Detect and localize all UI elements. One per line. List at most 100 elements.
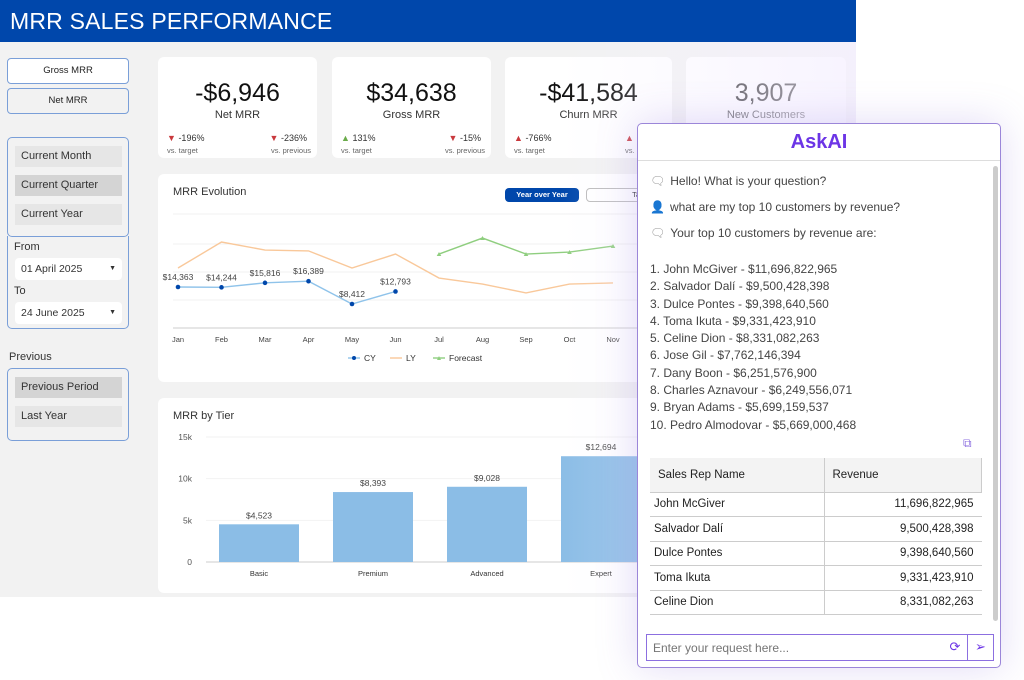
message-text: what are my top 10 customers by revenue? (669, 200, 901, 214)
kpi-net-mrr: -$6,946 Net MRR ▼ -196% vs. target ▼ -23… (158, 57, 317, 158)
x-tick-label: Oct (564, 335, 577, 344)
customer-list-item: 2. Salvador Dalí - $9,500,428,398 (650, 279, 830, 294)
x-tick-label: Premium (358, 569, 388, 578)
previous-group: Previous Period Last Year (7, 368, 129, 441)
series-line-forecast (438, 237, 614, 255)
kpi-name: New Customers (726, 109, 806, 121)
triangle-down-icon: ▼ (167, 133, 176, 143)
bar (333, 492, 413, 562)
revenue-cell: 9,331,423,910 (823, 565, 982, 591)
y-tick-label: 0 (187, 557, 192, 567)
table-row[interactable]: Celine Dion 8,331,082,263 (650, 590, 982, 615)
data-label: $14,363 (163, 272, 194, 282)
request-input-box: ⟳ ➢ (646, 634, 994, 661)
last-year-option[interactable]: Last Year (15, 406, 122, 427)
data-point (262, 280, 268, 286)
x-tick-label: Feb (215, 335, 228, 344)
kpi-value: -$6,946 (195, 79, 280, 107)
triangle-up-icon: ▲ (341, 133, 350, 143)
data-point (175, 284, 181, 290)
from-date-dropdown[interactable]: 01 April 2025 ▼ (15, 258, 122, 280)
customer-list-item: 7. Dany Boon - $6,251,576,900 (650, 365, 817, 380)
kpi-name: Churn MRR (559, 109, 618, 121)
data-label: $8,412 (339, 289, 365, 299)
data-point (306, 278, 311, 284)
revenue-cell: 9,398,640,560 (823, 541, 982, 566)
name-cell: Celine Dion (650, 590, 824, 615)
chart-title: MRR by Tier (173, 410, 235, 422)
data-label: $14,244 (206, 272, 237, 282)
triangle-down-icon: ▼ (448, 133, 458, 143)
x-tick-label: Jul (434, 335, 444, 344)
name-cell: John McGiver (650, 492, 824, 517)
revenue-table: Sales Rep Name Revenue John McGiver 11,696… (650, 458, 982, 615)
customer-list-item: 8. Charles Aznavour - $6,249,556,071 (650, 383, 853, 398)
table-row[interactable]: Toma Ikuta 9,331,423,910 (650, 565, 982, 591)
x-tick-label: Expert (590, 569, 613, 578)
kpi-gross-mrr: $34,638 Gross MRR ▲ 131% vs. target ▼ -1… (332, 57, 491, 158)
from-label: From (14, 241, 40, 253)
legend-label: Forecast (449, 353, 483, 363)
send-icon[interactable]: ➢ (967, 635, 993, 660)
user-icon: 👤 (650, 200, 665, 214)
kpi-delta-label: vs. previous (270, 146, 311, 155)
x-tick-label: Apr (303, 335, 315, 344)
bot-message: 🗨 Your top 10 customers by revenue are: (650, 226, 877, 240)
customer-list-item: 4. Toma Ikuta - $9,331,423,910 (650, 313, 816, 328)
toggle-net-mrr[interactable]: Net MRR (7, 88, 129, 114)
toggle-gross-mrr[interactable]: Gross MRR (7, 58, 129, 84)
legend-marker (437, 356, 441, 360)
data-point (219, 285, 224, 290)
previous-period-option[interactable]: Previous Period (15, 377, 122, 398)
table-row[interactable]: John McGiver 11,696,822,965 (650, 492, 982, 517)
to-date-dropdown[interactable]: 24 June 2025 ▼ (15, 302, 122, 324)
askai-panel: AskAI 🗨 Hello! What is your question? 👤 wh… (637, 123, 1001, 668)
period-current-month[interactable]: Current Month (15, 146, 122, 167)
x-tick-label: May (345, 335, 359, 344)
name-cell: Dulce Pontes (650, 541, 824, 566)
name-cell: Salvador Dalí (650, 516, 824, 542)
copy-icon[interactable]: ⧉ (963, 436, 972, 450)
triangle-up-icon: ▲ (514, 133, 523, 143)
robot-icon: 🗨 (650, 174, 666, 188)
kpi-name: Gross MRR (382, 109, 441, 121)
kpi-value: -$41,584 (539, 79, 638, 107)
kpi-name: Net MRR (214, 109, 261, 121)
chart-title: MRR Evolution (173, 186, 247, 198)
kpi-delta-target: 131% (352, 133, 376, 143)
customer-list-item: 10. Pedro Almodovar - $5,669,000,468 (650, 417, 857, 432)
x-tick-label: Mar (259, 335, 272, 344)
legend-label: CY (364, 353, 376, 363)
kpi-delta-label: vs. target (167, 146, 198, 155)
y-tick-label: 5k (183, 515, 193, 525)
table-row[interactable]: Dulce Pontes 9,398,640,560 (650, 541, 982, 566)
period-current-year[interactable]: Current Year (15, 204, 122, 225)
column-header: Revenue (824, 458, 982, 493)
customer-list: 1. John McGiver - $11,696,822,965 2. Salv… (650, 261, 856, 434)
period-group: Current Month Current Quarter Current Ye… (7, 137, 129, 237)
previous-label: Previous (9, 351, 52, 363)
request-input[interactable] (647, 635, 943, 660)
revenue-cell: 11,696,822,965 (823, 492, 982, 517)
customer-list-item: 3. Dulce Pontes - $9,398,640,560 (650, 296, 829, 311)
data-label: $16,389 (293, 266, 324, 276)
message-text: Hello! What is your question? (670, 174, 827, 188)
robot-icon: 🗨 (650, 226, 666, 240)
panel-scrollbar[interactable] (993, 166, 998, 621)
message-text: Your top 10 customers by revenue are: (670, 226, 877, 240)
data-point (436, 252, 442, 257)
table-row[interactable]: Salvador Dalí 9,500,428,398 (650, 516, 982, 542)
period-current-quarter[interactable]: Current Quarter (15, 175, 122, 196)
column-header: Sales Rep Name (650, 458, 825, 493)
revenue-cell: 9,500,428,398 (823, 516, 982, 542)
to-label: To (14, 285, 26, 297)
y-tick-label: 10k (178, 474, 192, 484)
data-label: $8,393 (360, 478, 386, 488)
kpi-delta-target: -196% (178, 133, 205, 143)
triangle-up-icon: ▲ (625, 133, 634, 143)
x-tick-label: Sep (519, 335, 532, 344)
customer-list-item: 1. John McGiver - $11,696,822,965 (650, 262, 838, 276)
legend-marker (352, 356, 356, 360)
bar (447, 486, 527, 562)
refresh-icon[interactable]: ⟳ (949, 639, 961, 654)
